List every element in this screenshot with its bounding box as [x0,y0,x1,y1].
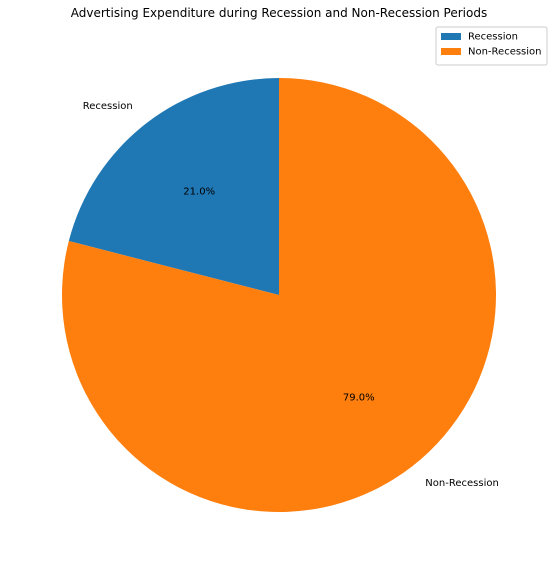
chart-title: Advertising Expenditure during Recession… [71,6,487,20]
legend-swatch-recession [441,33,461,40]
legend-label-non-recession: Non-Recession [468,47,542,58]
legend: Recession Non-Recession [436,27,547,65]
pie-slices [62,78,496,512]
pct-label-non-recession: 79.0% [343,392,375,403]
slice-label-recession: Recession [83,101,133,112]
pct-label-recession: 21.0% [183,187,215,198]
slice-label-non-recession: Non-Recession [425,478,499,489]
legend-label-recession: Recession [468,32,518,43]
legend-swatch-non-recession [441,48,461,55]
